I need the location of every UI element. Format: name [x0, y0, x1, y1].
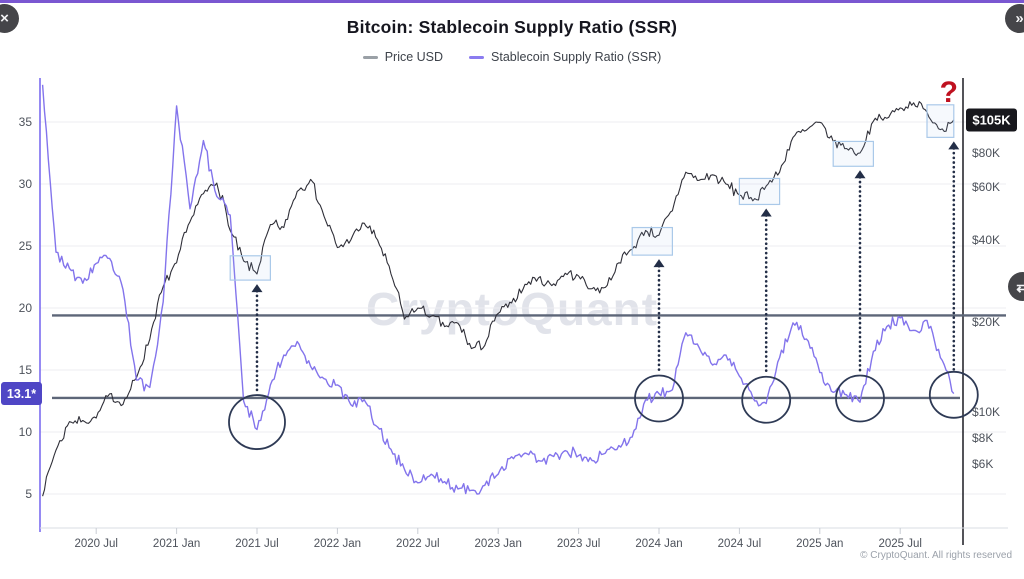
top-progress-bar — [0, 0, 1024, 3]
legend-label-price: Price USD — [384, 50, 444, 64]
annotation-box — [229, 255, 271, 281]
x-axis-label: 2020 Jul — [74, 538, 117, 550]
annotation-box — [631, 226, 674, 256]
annotation-arrowhead — [251, 284, 263, 293]
ssr-current-badge — [1, 382, 42, 406]
y-axis-label-right: $60K — [972, 180, 1000, 194]
y-axis-label-left: 15 — [19, 363, 33, 377]
annotation-box — [738, 177, 781, 206]
y-axis-label-right: $20K — [972, 315, 1000, 329]
annotation-circle — [741, 375, 792, 424]
price-line-swatch — [362, 55, 378, 59]
legend-item-price: Price USD — [362, 50, 444, 64]
x-axis-label: 2025 Jul — [878, 538, 921, 550]
y-axis-label-right: $8K — [972, 431, 993, 445]
price-current-badge — [966, 108, 1017, 132]
cryptoquant-watermark: CryptoQuant — [365, 283, 659, 335]
x-axis-label: 2021 Jul — [235, 538, 278, 550]
x-axis-label: 2022 Jan — [314, 538, 361, 550]
chevron-double-right-icon[interactable]: » — [1005, 4, 1024, 33]
annotation-circle — [228, 394, 286, 450]
x-axis-label: 2024 Jul — [718, 538, 761, 550]
annotation-circle — [928, 370, 979, 419]
legend: Price USD Stablecoin Supply Ratio (SSR) — [0, 50, 1024, 64]
annotation-box — [832, 140, 875, 167]
annotation-box — [926, 104, 955, 138]
x-axis-label: 2023 Jul — [557, 538, 600, 550]
x-axis-label: 2025 Jan — [796, 538, 843, 550]
x-axis-label: 2022 Jul — [396, 538, 439, 550]
legend-item-ssr: Stablecoin Supply Ratio (SSR) — [469, 50, 661, 64]
x-axis-label: 2023 Jan — [475, 538, 522, 550]
ssr-line — [41, 84, 955, 495]
legend-label-ssr: Stablecoin Supply Ratio (SSR) — [491, 50, 662, 64]
price-current-badge-label: $105K — [972, 113, 1011, 128]
annotation-circle — [634, 374, 684, 423]
y-axis-label-left: 35 — [19, 115, 33, 129]
annotation-arrowhead — [653, 259, 665, 268]
y-axis-label-right: $40K — [972, 233, 1000, 247]
ssr-line-swatch — [469, 55, 485, 59]
y-axis-label-left: 5 — [25, 487, 32, 501]
page-title: Bitcoin: Stablecoin Supply Ratio (SSR) — [346, 17, 678, 37]
y-axis-label-right: $80K — [972, 146, 1000, 160]
question-mark: ? — [940, 76, 958, 109]
copyright-text: © CryptoQuant. All rights reserved — [860, 550, 1012, 561]
price-line — [42, 101, 955, 497]
y-axis-label-left: 30 — [19, 177, 33, 191]
x-axis-label: 2021 Jan — [153, 538, 200, 550]
y-axis-label-left: 25 — [19, 239, 33, 253]
y-axis-label-left: 20 — [19, 301, 33, 315]
y-axis-label-right: $10K — [972, 405, 1000, 419]
annotation-arrowhead — [948, 141, 960, 150]
swap-arrows-icon[interactable]: ⇄ — [1008, 272, 1024, 301]
annotation-arrowhead — [760, 208, 772, 217]
y-axis-label-right: $6K — [972, 457, 993, 471]
annotation-arrowhead — [854, 170, 866, 179]
ssr-current-badge-label: 13.1* — [7, 387, 36, 401]
close-icon[interactable]: × — [0, 4, 19, 33]
x-axis-label: 2024 Jan — [635, 538, 682, 550]
annotation-circle — [835, 374, 885, 423]
y-axis-label-left: 10 — [19, 425, 33, 439]
